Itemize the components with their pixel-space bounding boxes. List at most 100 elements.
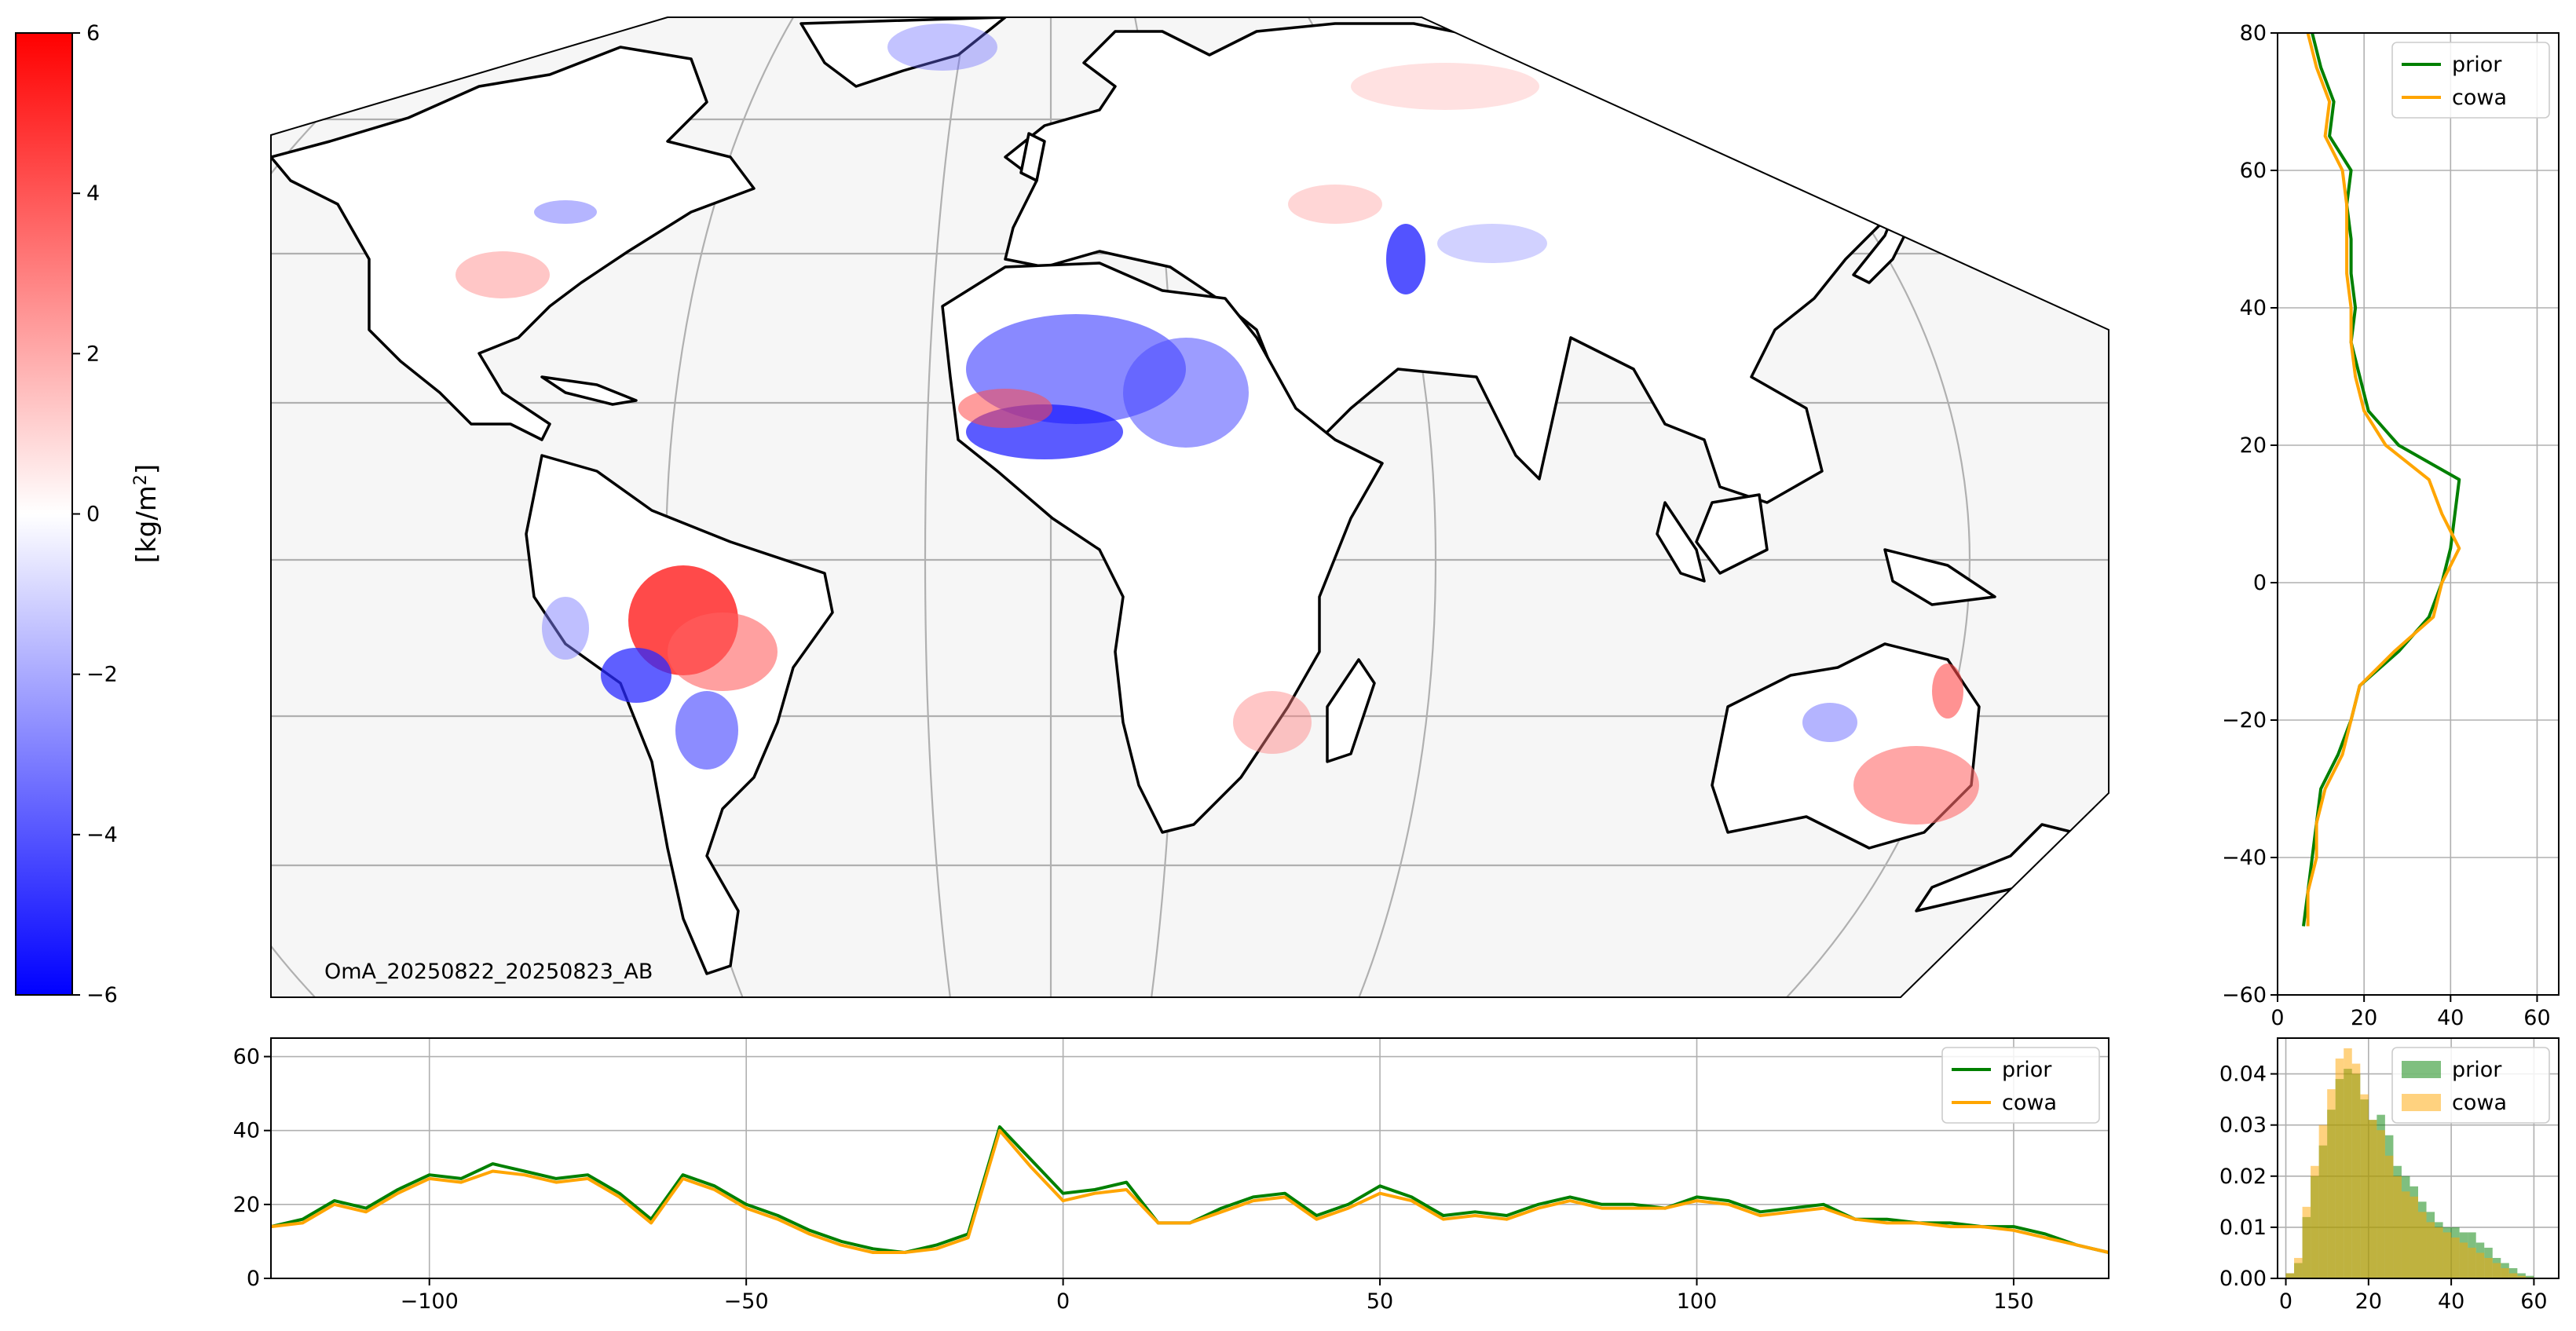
- north-america: [271, 46, 756, 441]
- x-tick-label: 40: [2438, 1289, 2464, 1314]
- madagascar: [1326, 658, 1376, 763]
- hist-bar-cowa: [2344, 1048, 2352, 1278]
- histogram-ticks: 0 20 40 60 0.00 0.01 0.02 0.03 0.04: [2219, 1062, 2548, 1314]
- hist-bar-cowa: [2318, 1124, 2328, 1278]
- y-tick-label: 40: [233, 1119, 260, 1143]
- uk: [1019, 132, 1046, 182]
- legend-label-prior: prior: [2452, 1058, 2502, 1082]
- eurasia: [1004, 22, 1902, 504]
- new-guinea: [1883, 548, 1996, 606]
- hist-bar-cowa: [2508, 1273, 2518, 1278]
- y-tick-label: 80: [2240, 21, 2267, 46]
- hist-bar-cowa: [2294, 1257, 2303, 1278]
- y-tick-label: 0.04: [2219, 1062, 2267, 1087]
- legend-label-cowa: cowa: [2452, 86, 2507, 110]
- hist-bar-cowa: [2368, 1120, 2377, 1278]
- histogram-bars: [2285, 1048, 2534, 1278]
- figure-label: OmA_20250822_20250823_AB: [324, 960, 653, 984]
- histogram-legend: prior cowa: [2391, 1047, 2550, 1124]
- legend-swatch-prior: [2402, 1061, 2441, 1078]
- legend-swatch-cowa: [2402, 1094, 2441, 1111]
- histogram-panel: 0 20 40 60 0.00 0.01 0.02 0.03 0.04 prior cowa: [2219, 1037, 2560, 1314]
- hist-bar-cowa: [2327, 1089, 2336, 1278]
- colorbar-ticks: 6 4 2 0 −2 −4 −6: [72, 21, 118, 1007]
- bottom-profile-legend: prior cowa: [1941, 1047, 2100, 1124]
- y-tick-label: 0.02: [2219, 1165, 2267, 1189]
- right-profile-frame: [2277, 32, 2560, 996]
- hist-bar-cowa: [2302, 1206, 2311, 1278]
- hist-bar-cowa: [2468, 1247, 2476, 1278]
- bottom-profile-series: [270, 1125, 2109, 1254]
- y-tick-label: 0.01: [2219, 1216, 2267, 1240]
- sumatra: [1656, 501, 1706, 583]
- y-tick-label: 40: [2240, 296, 2267, 320]
- colorbar-gradient: [15, 32, 73, 996]
- x-tick-label: 100: [1677, 1289, 1718, 1314]
- legend-label-prior: prior: [2002, 1058, 2052, 1082]
- colorbar-tick-label: −6: [86, 983, 118, 1007]
- series-line-cowa: [270, 1128, 2109, 1254]
- right-profile-series: [2302, 32, 2461, 927]
- right-profile-panel: 0 20 40 60 −60 −40 −20 0 20 40 60 80 prior cowa: [2222, 21, 2560, 1030]
- hist-bar-cowa: [2492, 1263, 2501, 1278]
- legend-label-prior: prior: [2452, 53, 2502, 77]
- hist-bar-cowa: [2501, 1267, 2509, 1278]
- hist-bar-cowa: [2377, 1130, 2385, 1278]
- hist-bar-cowa: [2285, 1273, 2295, 1278]
- hist-bar-cowa: [2410, 1196, 2418, 1278]
- y-tick-label: 0.03: [2219, 1113, 2267, 1138]
- x-tick-label: −50: [724, 1289, 769, 1314]
- x-tick-label: 150: [1993, 1289, 2034, 1314]
- hist-bar-cowa: [2442, 1232, 2452, 1278]
- legend-label-cowa: cowa: [2002, 1091, 2057, 1115]
- x-tick-label: 50: [1367, 1289, 1393, 1314]
- cuba: [540, 375, 638, 406]
- hist-bar-cowa: [2475, 1252, 2485, 1278]
- hist-bar-cowa: [2335, 1059, 2344, 1278]
- hist-bar-cowa: [2435, 1227, 2443, 1278]
- map-panel: OmA_20250822_20250823_AB: [270, 16, 2109, 998]
- borneo: [1695, 493, 1769, 575]
- hist-bar-cowa: [2459, 1242, 2468, 1278]
- colorbar-tick-label: 4: [86, 181, 100, 206]
- x-tick-label: 60: [2523, 1006, 2550, 1030]
- right-profile-grid: [2277, 32, 2559, 996]
- y-tick-label: 20: [2240, 433, 2267, 458]
- colorbar-tick-label: 0: [86, 503, 100, 527]
- hist-bar-cowa: [2360, 1094, 2369, 1278]
- hist-bar-cowa: [2401, 1191, 2410, 1278]
- x-tick-label: −100: [401, 1289, 459, 1314]
- hist-bar-prior: [2525, 1275, 2534, 1278]
- series-line-prior: [270, 1125, 2109, 1254]
- y-tick-label: 0: [2253, 571, 2267, 595]
- series-line-prior: [2302, 32, 2461, 927]
- hist-bar-cowa: [2426, 1222, 2435, 1278]
- x-tick-label: 0: [2279, 1289, 2292, 1314]
- right-profile-ticks: 0 20 40 60 −60 −40 −20 0 20 40 60 80: [2222, 21, 2551, 1030]
- y-tick-label: 0.00: [2219, 1267, 2267, 1291]
- y-tick-label: 60: [233, 1045, 260, 1070]
- bottom-profile-grid: [271, 1038, 2109, 1279]
- greenland: [800, 17, 1007, 88]
- right-profile-legend: prior cowa: [2391, 42, 2550, 119]
- map-boundary: [270, 16, 2109, 998]
- hist-bar-cowa: [2311, 1165, 2319, 1278]
- hist-bar-cowa: [2517, 1275, 2526, 1278]
- y-tick-label: −60: [2222, 983, 2267, 1007]
- series-line-cowa: [2306, 32, 2461, 927]
- hist-bar-cowa: [2484, 1257, 2493, 1278]
- x-tick-label: 60: [2520, 1289, 2547, 1314]
- y-tick-label: 60: [2240, 159, 2267, 183]
- x-tick-label: 20: [2351, 1006, 2377, 1030]
- legend-label-cowa: cowa: [2452, 1091, 2507, 1115]
- bottom-profile-ticks: −100 −50 0 50 100 150 0 20 40 60: [233, 1045, 2034, 1314]
- hist-bar-cowa: [2351, 1063, 2361, 1278]
- y-tick-label: 20: [233, 1193, 260, 1217]
- map-anomaly-field: [456, 24, 1979, 825]
- x-tick-label: 40: [2437, 1006, 2464, 1030]
- colorbar-tick-label: 2: [86, 342, 100, 366]
- x-tick-label: 0: [2270, 1006, 2284, 1030]
- hist-bar-cowa: [2384, 1155, 2394, 1278]
- colorbar-tick-label: −2: [86, 663, 118, 687]
